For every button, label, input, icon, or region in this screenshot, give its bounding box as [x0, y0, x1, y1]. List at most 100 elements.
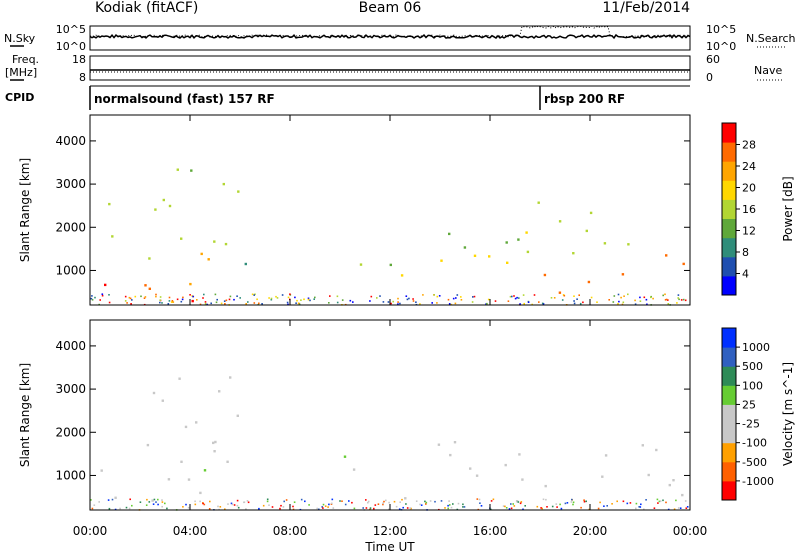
noise-cell — [233, 298, 235, 301]
y-tick-label: 3000 — [55, 177, 86, 191]
noise-cell — [208, 508, 211, 510]
noise-cell — [527, 301, 530, 303]
noise-cell — [251, 293, 254, 296]
scatter-cell — [518, 453, 521, 456]
noise-cell — [124, 295, 127, 298]
scatter-cell — [469, 467, 472, 470]
noise-cell — [189, 294, 191, 296]
noise-cell — [125, 506, 128, 509]
noise-cell — [450, 506, 453, 509]
noise-cell — [513, 505, 516, 507]
noise-cell — [130, 303, 132, 305]
noise-cell — [382, 502, 384, 505]
scatter-cell — [521, 478, 524, 481]
noise-cell — [415, 301, 417, 303]
noise-cell — [159, 296, 162, 298]
noise-cell — [237, 506, 240, 509]
noise-cell — [415, 500, 418, 502]
noise-cell — [313, 298, 315, 300]
noise-cell — [159, 299, 161, 301]
cpid-segment-label: normalsound (fast) 157 RF — [94, 92, 275, 106]
noise-cell — [639, 296, 641, 299]
panel-frame — [89, 114, 691, 306]
noise-cell — [365, 507, 368, 509]
noise-cell — [246, 500, 249, 502]
time-axis: 00:00 04:00 08:00 12:00 16:00 20:00 00:00 — [73, 524, 708, 538]
scatter-cell — [146, 443, 150, 447]
noise-cell — [199, 303, 202, 306]
noise-cell — [94, 296, 96, 299]
colorbar-swatch — [722, 123, 736, 143]
noise-cell — [332, 507, 335, 509]
noise-cell — [202, 502, 204, 505]
noise-cell — [502, 505, 505, 507]
noise-cell — [388, 501, 390, 504]
noise-cell — [300, 299, 302, 301]
colorbar-swatch — [722, 237, 736, 258]
noise-cell — [144, 296, 147, 298]
noise-cell — [419, 503, 421, 506]
noise-cell — [564, 502, 567, 505]
x-tick-label: 00:00 — [673, 524, 708, 538]
noise-cell — [336, 295, 339, 298]
noise-cell — [617, 302, 619, 305]
scatter-cell — [604, 454, 608, 457]
colorbar-swatch — [722, 180, 736, 200]
scatter-cell — [144, 284, 147, 287]
noise-cell — [292, 505, 294, 508]
noise-cell — [635, 507, 637, 510]
noise-cell — [168, 300, 171, 302]
scatter-cell — [585, 229, 588, 233]
noise-cell — [182, 506, 184, 508]
noise-cell — [282, 506, 285, 508]
noise-cell — [161, 505, 163, 508]
scatter-cell — [404, 497, 407, 500]
noise-cell — [253, 294, 255, 296]
noise-cell — [224, 303, 226, 305]
noise-cell — [429, 500, 432, 502]
scatter-cell — [184, 425, 188, 429]
noise-cell — [392, 300, 394, 303]
scatter-cell — [236, 414, 239, 417]
scatter-cell — [621, 273, 625, 276]
noise-cell — [101, 293, 104, 295]
colorbar-tick-label: 1000 — [742, 341, 770, 354]
noise-cell — [409, 507, 411, 509]
y-tick-label: 1000 — [55, 468, 86, 482]
scatter-cell — [665, 254, 668, 257]
noise-cell — [505, 507, 508, 509]
noise-cell — [576, 298, 578, 300]
scatter-cell — [389, 263, 392, 267]
noise-cell — [182, 296, 184, 299]
x-axis-label: Time UT — [364, 540, 415, 554]
noise-cell — [408, 297, 410, 300]
noise-cell — [119, 507, 121, 510]
colorbar-tick-label: 25 — [742, 398, 756, 411]
noise-cell — [296, 299, 298, 302]
noise-cell — [516, 296, 518, 299]
noise-cell — [447, 504, 449, 507]
noise-cell — [365, 499, 367, 501]
noise-cell — [344, 503, 347, 506]
noise-cell — [369, 300, 371, 302]
scatter-cell — [515, 500, 519, 503]
noise-cell — [314, 296, 316, 299]
noise-cell — [287, 303, 289, 306]
noise-cell — [420, 504, 423, 506]
noise-cell — [279, 507, 281, 510]
nsearch-trace — [89, 25, 691, 38]
noise-cell — [107, 499, 110, 501]
scatter-cell — [627, 243, 630, 246]
freq-label-line1: Freq. — [12, 53, 39, 66]
noise-cell — [673, 508, 676, 510]
noise-cell — [124, 300, 127, 302]
noise-cell — [236, 504, 239, 507]
colorbar-swatch — [722, 347, 736, 367]
noise-cell — [180, 300, 183, 303]
noise-cell — [275, 295, 277, 298]
noise-cell — [479, 502, 481, 504]
noise-cell — [397, 303, 399, 305]
noise-cell — [199, 500, 201, 503]
scatter-cell — [104, 283, 107, 287]
noise-cell — [585, 500, 587, 503]
